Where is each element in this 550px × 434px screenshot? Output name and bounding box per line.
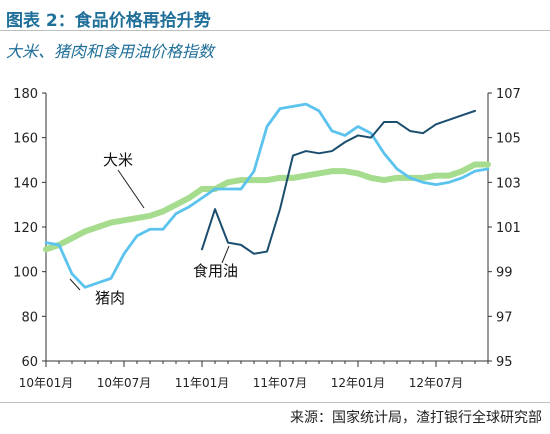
left-tick-label: 140 bbox=[13, 176, 38, 191]
right-tick-label: 99 bbox=[496, 266, 513, 281]
series-label-pointer bbox=[117, 169, 145, 209]
x-tick-label: 12年01月 bbox=[331, 376, 386, 390]
source-divider bbox=[0, 402, 550, 403]
right-tick-label: 97 bbox=[496, 310, 513, 325]
left-tick-label: 120 bbox=[13, 221, 38, 236]
series-label: 猪肉 bbox=[95, 289, 125, 307]
x-tick-label: 10年07月 bbox=[97, 376, 152, 390]
left-tick-label: 160 bbox=[13, 132, 38, 147]
x-tick-label: 11年07月 bbox=[253, 376, 308, 390]
x-axis: 10年01月 10年07月 11年01月 11年07月 12年01月 12年07月 bbox=[19, 361, 489, 390]
right-tick-label: 101 bbox=[496, 221, 521, 236]
figure-title: 图表 2：食品价格再拾升势 bbox=[6, 11, 211, 31]
right-tick-label: 105 bbox=[496, 132, 521, 147]
series-label: 食用油 bbox=[193, 262, 238, 280]
series-line-猪肉 bbox=[44, 102, 490, 289]
x-tick-label: 10年01月 bbox=[19, 376, 74, 390]
series-layer bbox=[43, 102, 491, 289]
left-tick-label: 80 bbox=[21, 310, 38, 325]
right-tick-label: 103 bbox=[496, 176, 521, 191]
title-divider bbox=[0, 30, 550, 31]
series-label-pointer bbox=[221, 245, 230, 264]
left-tick-label: 180 bbox=[13, 87, 38, 102]
figure-subtitle: 大米、猪肉和食用油价格指数 bbox=[6, 42, 215, 61]
series-line-食用油 bbox=[201, 109, 476, 255]
right-axis: 95 97 99 101 103 105 107 bbox=[488, 87, 521, 370]
left-axis: 60 80 100 120 140 160 180 bbox=[13, 87, 46, 370]
left-tick-label: 100 bbox=[13, 266, 38, 281]
x-tick-label: 11年01月 bbox=[175, 376, 230, 390]
series-label: 大米 bbox=[103, 151, 133, 169]
source-note: 来源：国家统计局，渣打银行全球研究部 bbox=[290, 410, 542, 426]
left-tick-label: 60 bbox=[21, 355, 38, 370]
series-line-大米 bbox=[43, 161, 491, 253]
right-tick-label: 107 bbox=[496, 87, 521, 102]
right-tick-label: 95 bbox=[496, 355, 513, 370]
x-tick-label: 12年07月 bbox=[409, 376, 464, 390]
series-label-pointer bbox=[69, 278, 81, 291]
